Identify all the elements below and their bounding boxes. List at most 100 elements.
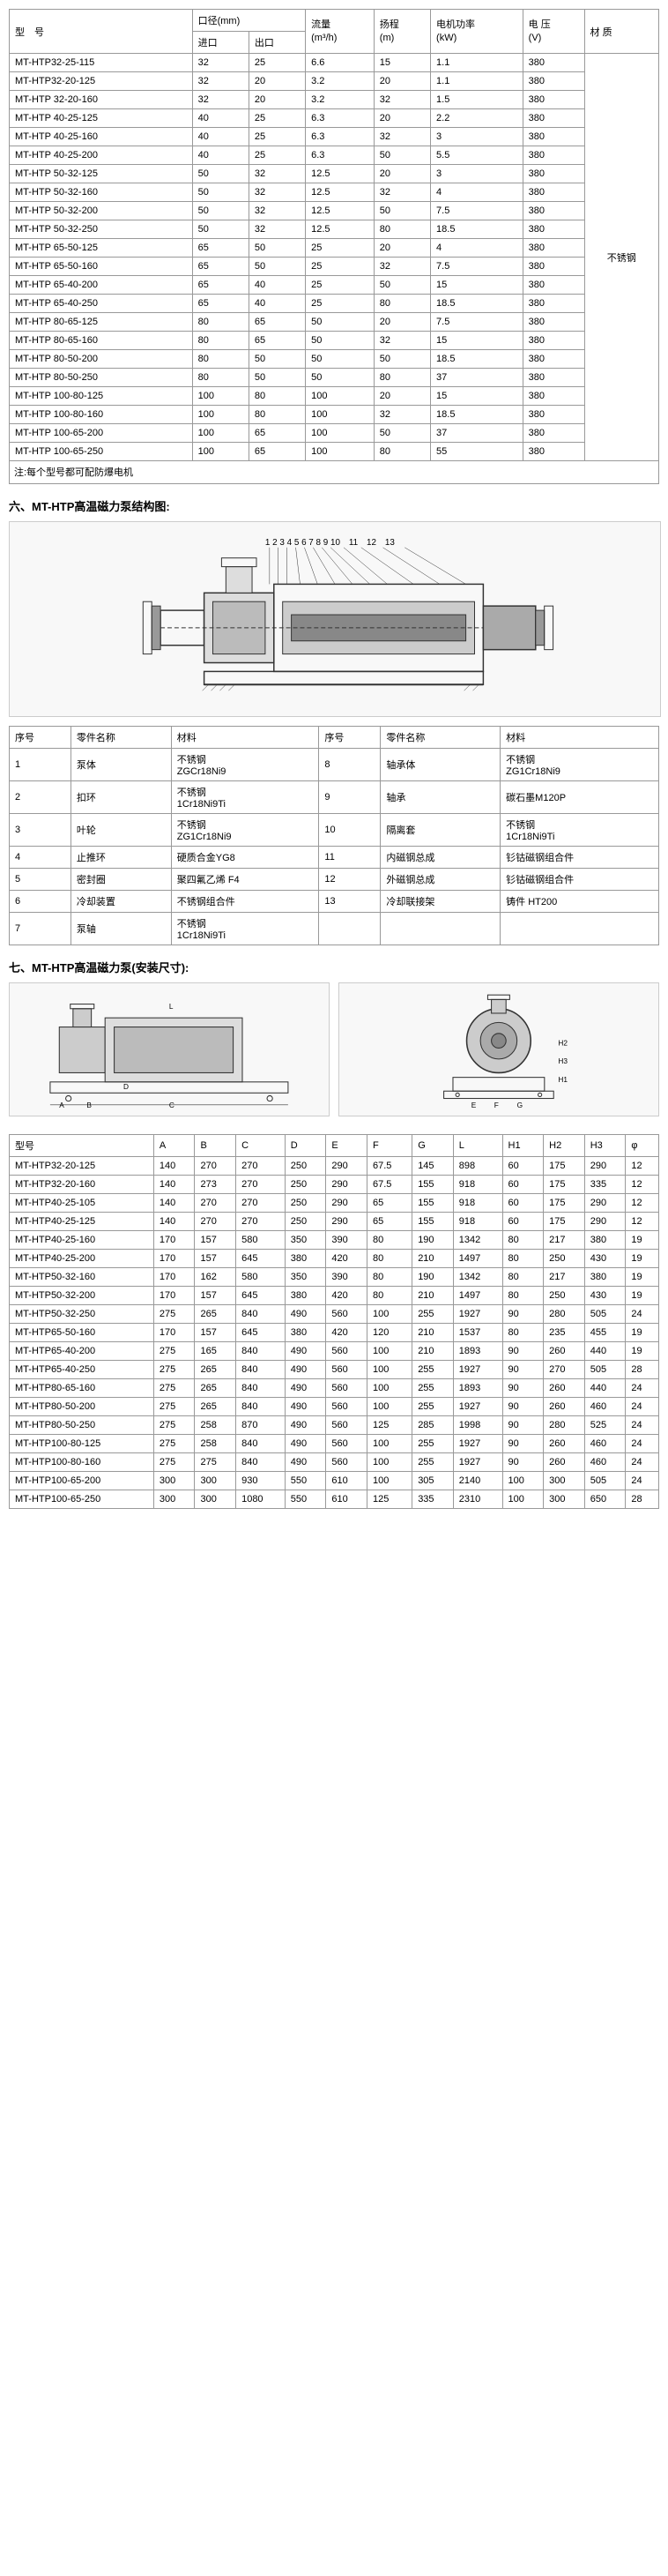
structure-diagram: 1 2 3 4 5 6 7 8 9 10 11 12 13 [9, 521, 661, 717]
cell: 80 [192, 313, 249, 332]
cell: 19 [626, 1268, 659, 1287]
cell: 65 [192, 295, 249, 313]
table-row: MT-HTP 100-80-160100801003218.5380 [10, 406, 659, 424]
table-row: MT-HTP 50-32-160503212.5324380 [10, 183, 659, 202]
cell: 250 [544, 1250, 585, 1268]
table-row: MT-HTP80-65-1602752658404905601002551893… [10, 1379, 659, 1398]
cell: 610 [326, 1490, 367, 1509]
cell: 898 [453, 1157, 502, 1176]
cell: 7 [10, 913, 71, 945]
cell: 80 [249, 387, 305, 406]
cell: 泵轴 [71, 913, 171, 945]
cell: 1998 [453, 1416, 502, 1435]
cell: 60 [502, 1194, 544, 1213]
cell-model: MT-HTP50-32-160 [10, 1268, 154, 1287]
cell [381, 913, 501, 945]
cell: 80 [367, 1287, 412, 1305]
cell: 255 [412, 1453, 454, 1472]
cell: 645 [236, 1324, 286, 1342]
cell: 275 [153, 1398, 195, 1416]
cell: 170 [153, 1250, 195, 1268]
cell: 1927 [453, 1305, 502, 1324]
cell: 65 [249, 443, 305, 461]
cell: 19 [626, 1231, 659, 1250]
cell: 155 [412, 1213, 454, 1231]
cell: 840 [236, 1379, 286, 1398]
cell: 65 [249, 313, 305, 332]
cell: 275 [153, 1342, 195, 1361]
cell: 18.5 [431, 350, 523, 369]
cell: 80 [367, 1250, 412, 1268]
cell: 420 [326, 1324, 367, 1342]
cell: 380 [584, 1268, 626, 1287]
cell: 12.5 [306, 202, 375, 220]
cell: 60 [502, 1157, 544, 1176]
cell [501, 913, 659, 945]
col-header: D [285, 1135, 326, 1157]
cell: 280 [544, 1305, 585, 1324]
cell: 255 [412, 1361, 454, 1379]
table-row: MT-HTP50-32-1601701625803503908019013428… [10, 1268, 659, 1287]
cell-model: MT-HTP80-50-250 [10, 1416, 154, 1435]
cell: 280 [544, 1416, 585, 1435]
table-row: 3叶轮不锈钢ZG1Cr18Ni910隔离套不锈钢1Cr18Ni9Ti [10, 814, 659, 847]
cell: 460 [584, 1453, 626, 1472]
col-header: 型号 [10, 1135, 154, 1157]
cell: 10 [319, 814, 381, 847]
cell: 2 [10, 781, 71, 814]
cell: 170 [153, 1231, 195, 1250]
cell: 50 [306, 350, 375, 369]
cell: 275 [153, 1305, 195, 1324]
cell: 490 [285, 1379, 326, 1398]
cell-model: MT-HTP80-65-160 [10, 1379, 154, 1398]
cell: 100 [367, 1398, 412, 1416]
cell: MT-HTP 50-32-160 [10, 183, 193, 202]
cell: 32 [192, 91, 249, 109]
cell: 泵体 [71, 749, 171, 781]
cell: 5.5 [431, 146, 523, 165]
cell: 270 [195, 1157, 236, 1176]
cell: 13 [319, 891, 381, 913]
table-row: MT-HTP 80-65-125806550207.5380 [10, 313, 659, 332]
cell: 90 [502, 1342, 544, 1361]
svg-text:F: F [494, 1100, 499, 1109]
section6-title: 六、MT-HTP高温磁力泵结构图: [9, 497, 659, 514]
col-mat-l: 材料 [171, 727, 319, 749]
cell: 260 [544, 1379, 585, 1398]
cell: 65 [367, 1213, 412, 1231]
cell: 100 [367, 1472, 412, 1490]
cell: 265 [195, 1361, 236, 1379]
cell: 隔离套 [381, 814, 501, 847]
cell: 380 [523, 109, 584, 128]
dimensions-table: 型号ABCDEFGLH1H2H3φ MT-HTP32-20-1251402702… [9, 1134, 659, 1509]
cell: 170 [153, 1324, 195, 1342]
cell: 40 [249, 295, 305, 313]
cell: 40 [192, 146, 249, 165]
cell: 260 [544, 1453, 585, 1472]
cell: 扣环 [71, 781, 171, 814]
cell: 190 [412, 1231, 454, 1250]
cell: 290 [326, 1213, 367, 1231]
parts-table: 序号 零件名称 材料 序号 零件名称 材料 1泵体不锈钢ZGCr18Ni98轴承… [9, 726, 659, 945]
cell-model: MT-HTP40-25-200 [10, 1250, 154, 1268]
cell: 20 [374, 239, 430, 258]
cell: 90 [502, 1305, 544, 1324]
table-row: MT-HTP 65-40-2506540258018.5380 [10, 295, 659, 313]
cell: 32 [374, 183, 430, 202]
cell: 25 [249, 128, 305, 146]
col-diameter-in: 进口 [192, 32, 249, 54]
cell: 25 [306, 276, 375, 295]
cell: 20 [374, 313, 430, 332]
cell: 轴承体 [381, 749, 501, 781]
cell: 18.5 [431, 295, 523, 313]
cell: 1927 [453, 1398, 502, 1416]
table-row: MT-HTP50-32-2001701576453804208021014978… [10, 1287, 659, 1305]
svg-text:H1: H1 [558, 1074, 568, 1083]
cell: 420 [326, 1287, 367, 1305]
cell: 390 [326, 1231, 367, 1250]
cell: 157 [195, 1250, 236, 1268]
table-row: MT-HTP 80-50-2508050508037380 [10, 369, 659, 387]
cell: MT-HTP 50-32-250 [10, 220, 193, 239]
cell: 25 [306, 258, 375, 276]
table-row: MT-HTP32-25-11532256.6151.1380不锈钢 [10, 54, 659, 72]
